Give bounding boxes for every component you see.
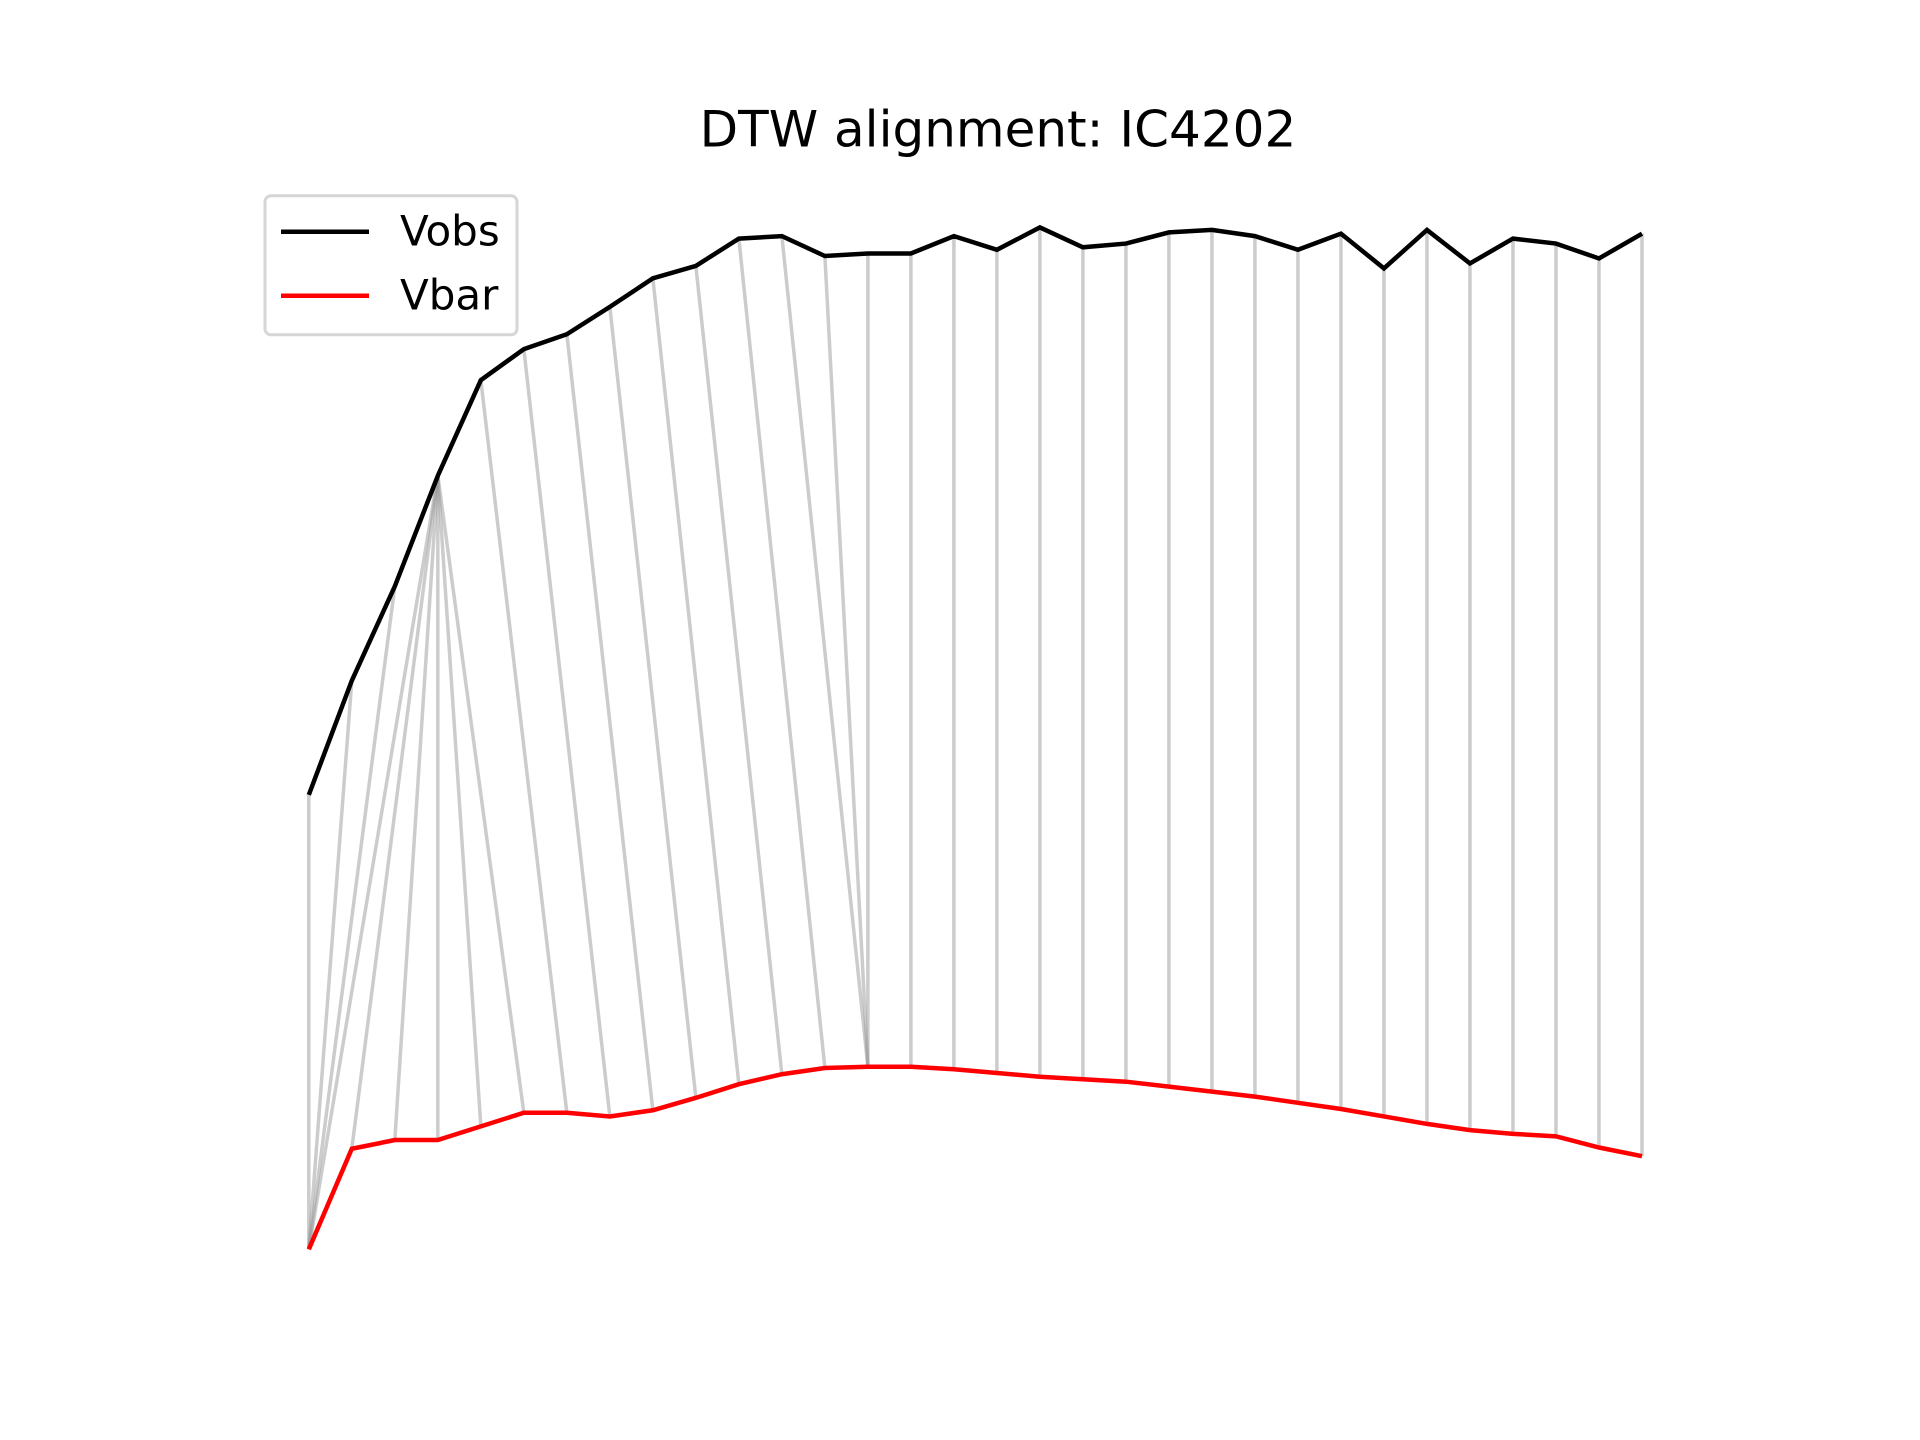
alignment-line (823, 255, 870, 1067)
series-line (306, 224, 1644, 796)
alignment-line (436, 475, 526, 1113)
alignment-line (737, 238, 827, 1069)
series-line (306, 1064, 1643, 1251)
chart-title: DTW alignment: IC4202 (700, 101, 1297, 159)
alignment-line (479, 379, 569, 1113)
alignment-line (694, 265, 784, 1075)
alignment-line (651, 278, 741, 1085)
alignment-line (350, 475, 440, 1149)
legend-label: Vobs (400, 206, 500, 255)
legend-label: Vbar (400, 270, 499, 319)
alignment-line (393, 475, 440, 1141)
alignment-line (436, 475, 483, 1127)
alignment-line (307, 586, 397, 1250)
alignment-line (565, 334, 655, 1111)
alignment-line (307, 475, 440, 1250)
alignment-line (608, 306, 698, 1099)
alignment-line (307, 680, 354, 1250)
alignment-line (780, 235, 870, 1067)
alignment-line (522, 348, 612, 1117)
